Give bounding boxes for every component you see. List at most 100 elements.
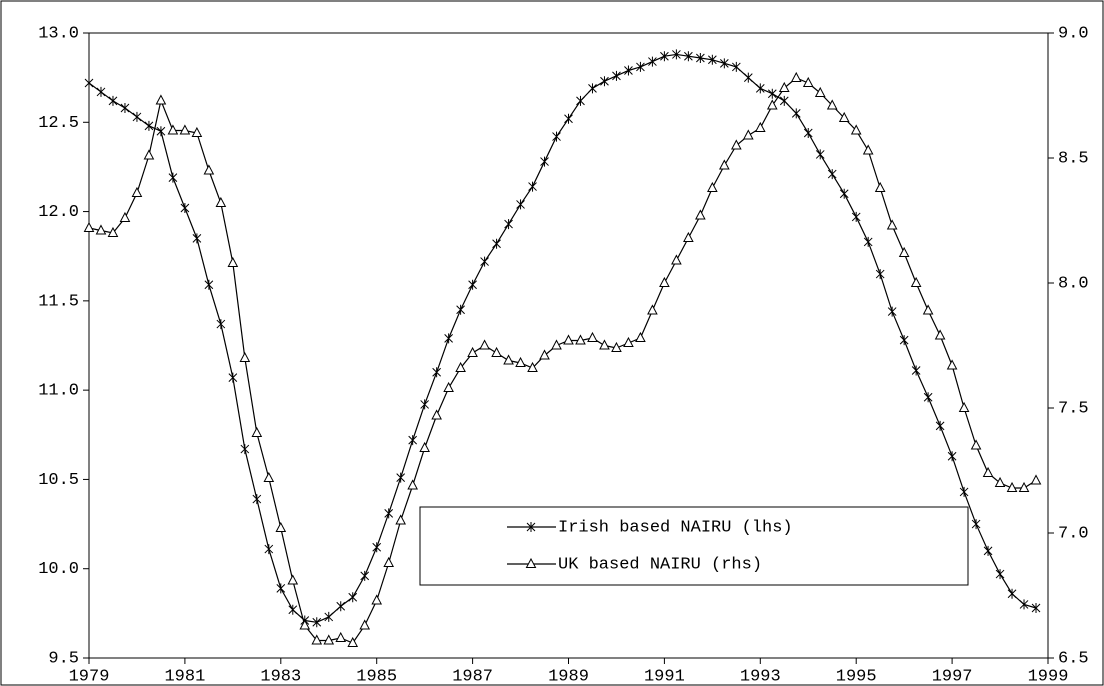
marker [420, 399, 430, 410]
marker [971, 519, 981, 530]
marker [131, 186, 143, 197]
marker [408, 435, 418, 446]
y-tick-label: 9.5 [48, 649, 79, 668]
marker [910, 276, 922, 287]
marker [790, 71, 802, 82]
marker [600, 76, 609, 87]
marker [359, 619, 371, 630]
marker [838, 111, 850, 122]
marker [983, 545, 993, 556]
marker [815, 149, 825, 160]
marker [839, 188, 849, 199]
marker [527, 361, 538, 372]
legend-label: Irish based NAIRU (lhs) [558, 518, 793, 537]
marker [851, 211, 861, 222]
legend-marker [526, 522, 536, 532]
marker [995, 569, 1005, 580]
marker [1019, 599, 1029, 610]
marker [216, 319, 226, 330]
marker [754, 121, 766, 132]
y-tick-label: 10.5 [38, 471, 79, 490]
marker [1006, 481, 1018, 492]
x-tick-label: 1997 [932, 667, 973, 686]
y2-tick-label: 9.0 [1058, 24, 1089, 43]
x-tick-label: 1991 [644, 667, 685, 686]
marker [491, 346, 502, 357]
marker [95, 224, 107, 235]
x-tick-label: 1981 [164, 667, 205, 686]
marker [179, 124, 191, 135]
legend-label: UK based NAIRU (rhs) [558, 555, 762, 574]
marker [228, 372, 238, 383]
marker [311, 634, 323, 645]
marker [119, 211, 131, 222]
marker [1018, 481, 1030, 492]
y2-tick-label: 8.0 [1058, 274, 1089, 293]
marker [551, 339, 562, 350]
marker [324, 611, 334, 622]
y-tick-label: 12.5 [38, 114, 79, 133]
marker [611, 341, 622, 352]
marker [528, 181, 537, 192]
marker [515, 356, 526, 367]
marker [143, 149, 155, 160]
marker [395, 514, 407, 525]
marker [431, 409, 442, 420]
marker [120, 103, 130, 113]
marker [372, 542, 382, 553]
marker [371, 594, 383, 605]
marker [1031, 603, 1041, 613]
marker [168, 172, 178, 183]
marker [672, 49, 681, 60]
marker [648, 56, 657, 67]
marker [479, 339, 490, 350]
marker [1030, 474, 1042, 485]
marker [467, 346, 478, 357]
marker [588, 83, 597, 94]
marker [767, 88, 777, 99]
marker [911, 365, 921, 376]
marker [827, 169, 837, 180]
marker [84, 78, 94, 88]
marker [384, 508, 394, 519]
marker [287, 574, 299, 585]
marker [863, 236, 873, 247]
marker [407, 479, 418, 490]
marker [659, 276, 670, 287]
series-line [88, 77, 1037, 644]
marker [323, 634, 335, 645]
marker [934, 329, 946, 340]
marker [251, 426, 263, 437]
marker [360, 570, 370, 581]
marker [959, 486, 969, 497]
marker [683, 231, 694, 242]
marker [348, 592, 358, 603]
marker [599, 339, 610, 350]
marker [970, 439, 982, 450]
y2-tick-label: 7.0 [1058, 524, 1089, 543]
marker [814, 86, 826, 97]
marker [107, 226, 119, 237]
marker [503, 354, 514, 365]
marker [263, 471, 275, 482]
marker [504, 219, 513, 230]
marker [850, 124, 862, 135]
marker [540, 156, 549, 167]
marker [192, 233, 202, 244]
marker [743, 72, 753, 83]
y-tick-label: 11.5 [38, 292, 79, 311]
marker [156, 126, 166, 137]
marker [252, 494, 262, 505]
marker [432, 367, 441, 378]
marker [779, 95, 789, 106]
marker [730, 139, 742, 150]
marker [826, 99, 838, 110]
marker [899, 335, 909, 346]
marker [203, 164, 215, 175]
x-tick-label: 1993 [740, 667, 781, 686]
y-tick-label: 13.0 [38, 24, 79, 43]
marker [766, 99, 778, 110]
marker [587, 331, 598, 342]
x-tick-label: 1983 [260, 667, 301, 686]
